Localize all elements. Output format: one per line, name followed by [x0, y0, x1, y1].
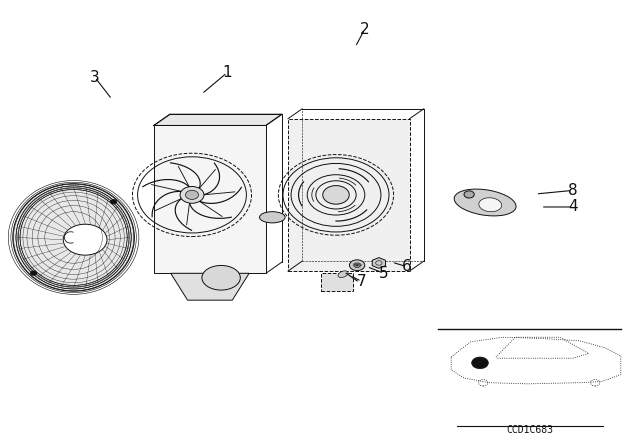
Ellipse shape [63, 224, 107, 255]
Text: 2: 2 [360, 22, 370, 37]
Bar [154, 125, 266, 273]
Circle shape [186, 190, 198, 199]
Text: 4: 4 [568, 199, 578, 215]
Circle shape [31, 271, 37, 276]
Bar [288, 119, 410, 271]
Circle shape [464, 191, 474, 198]
Ellipse shape [260, 211, 285, 223]
Text: 1: 1 [222, 65, 232, 80]
Text: CCD1C683: CCD1C683 [506, 425, 554, 435]
Polygon shape [171, 273, 249, 300]
Text: 5: 5 [379, 266, 389, 281]
Circle shape [110, 199, 116, 204]
Polygon shape [154, 114, 282, 125]
Text: 7: 7 [356, 274, 367, 289]
Ellipse shape [202, 265, 241, 290]
Text: 3: 3 [90, 69, 100, 85]
Ellipse shape [338, 271, 348, 277]
Text: 8: 8 [568, 183, 578, 198]
Bar [321, 273, 353, 291]
Ellipse shape [13, 184, 134, 291]
Circle shape [323, 185, 349, 204]
Circle shape [349, 260, 365, 271]
Circle shape [180, 186, 204, 203]
Ellipse shape [454, 189, 516, 216]
Text: 6: 6 [401, 259, 412, 274]
Ellipse shape [479, 198, 502, 212]
Circle shape [472, 357, 488, 369]
